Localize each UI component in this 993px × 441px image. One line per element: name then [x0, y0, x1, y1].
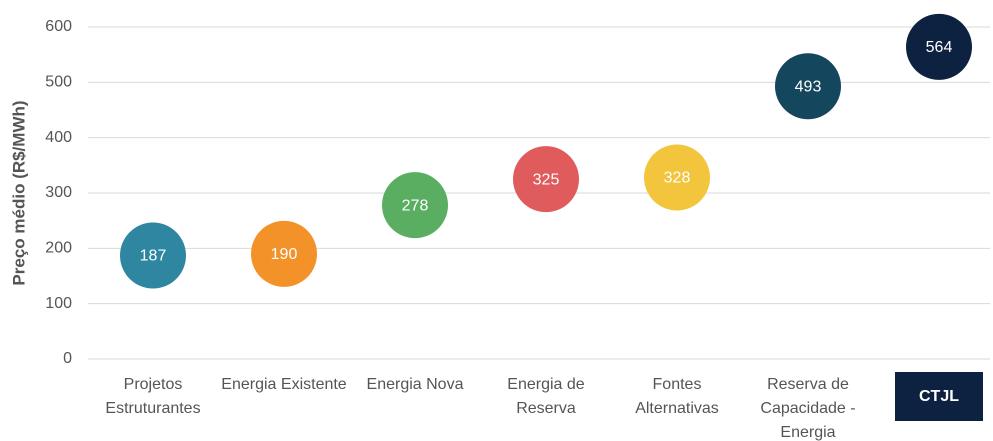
x-tick-label: Fontes Alternativas [635, 376, 719, 417]
x-tick-label: Energia Nova [366, 376, 464, 393]
x-tick-label: Projetos Estruturantes [105, 376, 201, 417]
y-tick-label: 0 [63, 350, 72, 367]
point [120, 222, 186, 289]
value-label: 564 [926, 39, 953, 56]
y-axis-label: Preço médio (R$/MWh) [9, 100, 28, 285]
value-label: 187 [140, 248, 167, 265]
y-tick-label: 500 [45, 74, 72, 91]
y-tick-label: 600 [45, 18, 72, 35]
point [513, 146, 579, 213]
y-tick-label: 200 [45, 240, 72, 257]
point [906, 13, 972, 80]
value-label: 190 [271, 246, 298, 263]
point [775, 53, 841, 120]
x-tick-label: Energia Existente [221, 376, 347, 393]
x-tick-label: Reserva de Capacidade - Energia [760, 376, 856, 441]
x-tick-label: Energia de Reserva [507, 376, 585, 417]
y-tick-label: 100 [45, 295, 72, 312]
value-label: 493 [795, 78, 822, 95]
x-tick-label: CTJL [895, 372, 983, 421]
y-tick-label: 300 [45, 184, 72, 201]
y-tick-label: 400 [45, 129, 72, 146]
value-label: 278 [402, 197, 429, 214]
value-label: 328 [664, 170, 691, 187]
value-label: 325 [533, 171, 560, 188]
point [644, 144, 710, 211]
point [382, 172, 448, 239]
point [251, 220, 317, 287]
